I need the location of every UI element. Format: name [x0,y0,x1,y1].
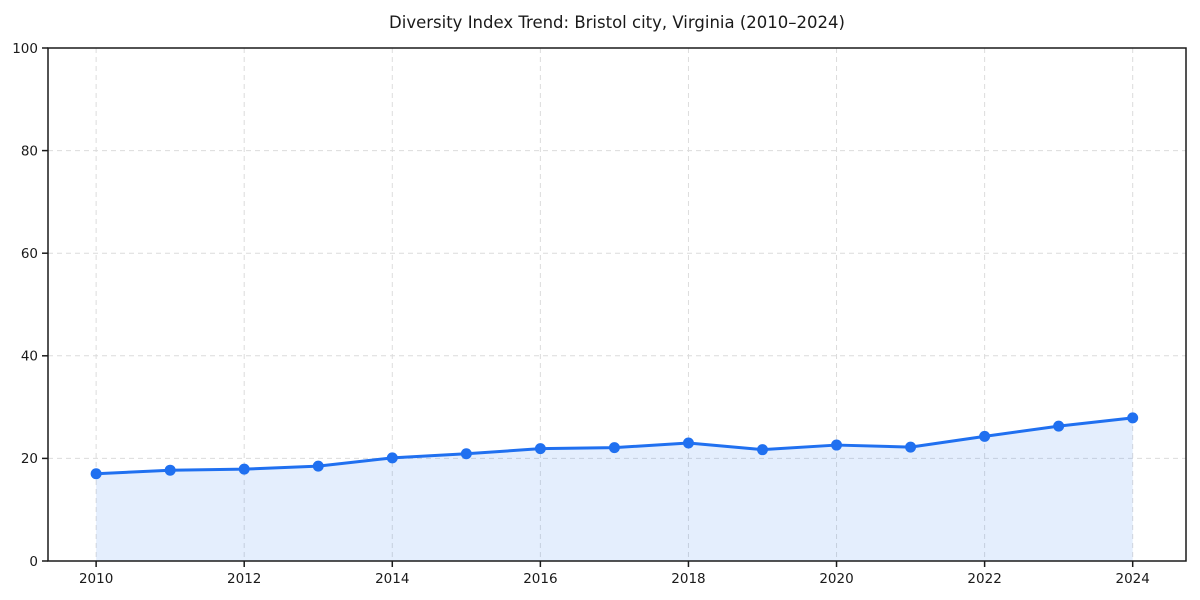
y-tick-label-100: 100 [12,41,38,57]
data-point-2016 [534,443,546,455]
plot-border [47,47,1187,562]
data-point-2014 [386,452,398,464]
y-tick-label-60: 60 [21,246,38,262]
data-point-2018 [682,437,694,449]
y-tick-label-0: 0 [29,554,38,570]
data-point-2010 [90,468,102,480]
data-point-2017 [608,442,620,454]
x-tick-label-2018: 2018 [671,571,705,587]
data-point-2019 [756,444,768,456]
data-point-2011 [164,464,176,476]
x-tick-label-2022: 2022 [967,571,1001,587]
x-tick-label-2020: 2020 [819,571,853,587]
y-tick-label-80: 80 [21,143,38,159]
y-tick-label-20: 20 [21,451,38,467]
data-point-2015 [460,448,472,460]
data-point-2022 [979,430,991,442]
x-tick-label-2024: 2024 [1116,571,1150,587]
x-tick-label-2014: 2014 [375,571,409,587]
chart-title: Diversity Index Trend: Bristol city, Vir… [389,13,845,32]
y-tick-label-40: 40 [21,349,38,365]
area-fill [96,417,1133,561]
x-tick-label-2016: 2016 [523,571,557,587]
data-point-2024 [1127,412,1139,424]
x-tick-label-2012: 2012 [227,571,261,587]
data-point-2013 [312,460,324,472]
data-point-2021 [905,441,917,453]
plot-area: 2010 2012 2014 2016 2018 2020 2022 2024 0 20 40 60 8… [12,41,1187,587]
data-point-2020 [831,439,843,451]
data-point-2012 [238,463,250,475]
x-tick-label-2010: 2010 [79,571,113,587]
data-point-2023 [1053,420,1065,432]
